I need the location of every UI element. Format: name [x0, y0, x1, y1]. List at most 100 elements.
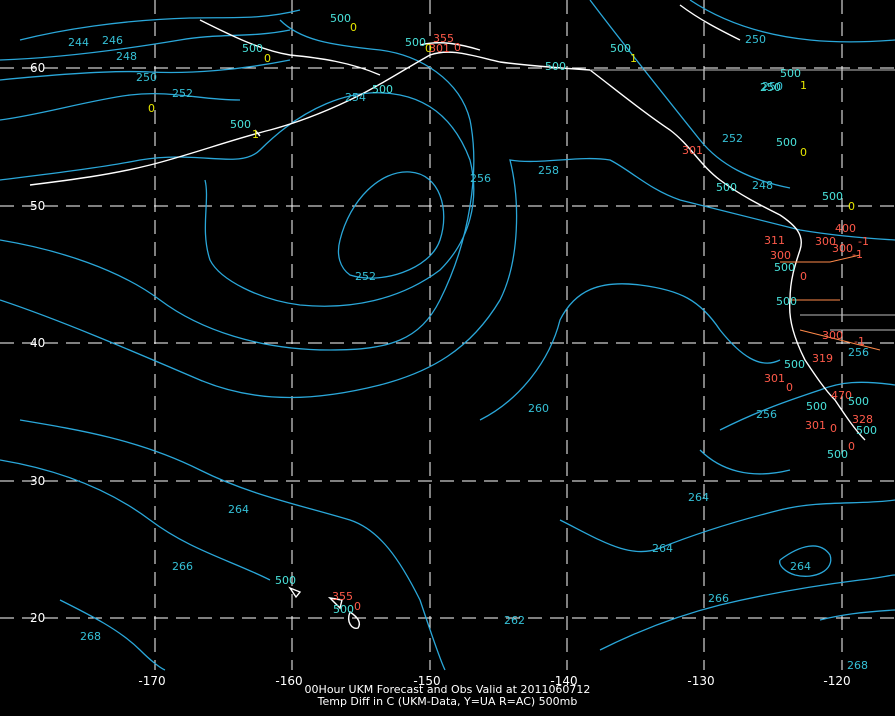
obs-label: 500	[716, 181, 737, 194]
obs-label: 0	[148, 102, 155, 115]
obs-label: 0	[264, 52, 271, 65]
obs-label: 0	[848, 440, 855, 453]
obs-label: 500	[806, 400, 827, 413]
contour-label: 252	[722, 132, 743, 145]
contour-label: 256	[848, 346, 869, 359]
obs-label: 500	[784, 358, 805, 371]
lon-tick-label: -140	[550, 674, 577, 688]
lat-tick-labels: 60 50 40 30 20	[30, 61, 45, 625]
lon-tick-label: -170	[138, 674, 165, 688]
obs-label: 500	[610, 42, 631, 55]
contour-label: 250	[136, 71, 157, 84]
obs-label: 500	[774, 261, 795, 274]
obs-label: -1	[858, 235, 869, 248]
obs-label: 500	[545, 60, 566, 73]
obs-label: 0	[454, 41, 461, 54]
obs-label: 500	[780, 67, 801, 80]
contour-label: 264	[790, 560, 811, 573]
contour-label: 248	[116, 50, 137, 63]
contour-label: 254	[345, 91, 366, 104]
obs-label: 301	[764, 372, 785, 385]
obs-label: 0	[848, 200, 855, 213]
obs-label: 0	[350, 21, 357, 34]
obs-label: 500	[330, 12, 351, 25]
obs-label: 500	[372, 83, 393, 96]
obs-label: 301	[429, 42, 450, 55]
obs-label: 319	[812, 352, 833, 365]
obs-label: 500	[333, 603, 354, 616]
contour-label: 268	[847, 659, 868, 672]
obs-label: 500	[848, 395, 869, 408]
contour-label: 250	[745, 33, 766, 46]
obs-label: 250	[760, 81, 781, 94]
contour-label: 266	[172, 560, 193, 573]
obs-label: 500	[827, 448, 848, 461]
obs-label: 1	[800, 79, 807, 92]
caption-line-1: 00Hour UKM Forecast and Obs Valid at 201…	[304, 683, 591, 696]
obs-label: 500	[275, 574, 296, 587]
lat-tick-label: 50	[30, 199, 45, 213]
obs-label: 0	[354, 600, 361, 613]
contour-label: 264	[228, 503, 249, 516]
obs-label: 1	[630, 52, 637, 65]
obs-label: 470	[831, 389, 852, 402]
contour-label: 264	[652, 542, 673, 555]
obs-label: 500	[776, 295, 797, 308]
lon-tick-label: -150	[413, 674, 440, 688]
obs-label: 301	[805, 419, 826, 432]
obs-label: 0	[800, 270, 807, 283]
lat-tick-label: 40	[30, 336, 45, 350]
obs-label: 301	[682, 144, 703, 157]
lon-tick-label: -120	[823, 674, 850, 688]
obs-label: 500	[230, 118, 251, 131]
contour-label: 252	[355, 270, 376, 283]
lon-tick-label: -130	[687, 674, 714, 688]
obs-label: 500	[822, 190, 843, 203]
obs-label: 500	[856, 424, 877, 437]
boundaries	[590, 69, 895, 331]
lat-tick-label: 30	[30, 474, 45, 488]
obs-label: -1	[854, 335, 865, 348]
contour-label: 244	[68, 36, 89, 49]
contour-label: 256	[470, 172, 491, 185]
contour-label: 258	[538, 164, 559, 177]
lat-tick-label: 60	[30, 61, 45, 75]
obs-label: 0	[830, 422, 837, 435]
graticule	[0, 0, 895, 670]
contour-label: 262	[504, 614, 525, 627]
coastlines	[29, 4, 866, 629]
obs-label: 1	[252, 128, 259, 141]
obs-label: 300	[822, 329, 843, 342]
lat-tick-label: 20	[30, 611, 45, 625]
obs-label: 0	[800, 146, 807, 159]
obs-label: 500	[405, 36, 426, 49]
contour-label: 264	[688, 491, 709, 504]
caption-line-2: Temp Diff in C (UKM-Data, Y=UA R=AC) 500…	[317, 695, 578, 708]
contour-label: 256	[756, 408, 777, 421]
lon-tick-labels: -170 -160 -150 -140 -130 -120	[138, 674, 850, 688]
contour-label: 250	[762, 80, 783, 93]
contour-label: 252	[172, 87, 193, 100]
contour-label: 260	[528, 402, 549, 415]
height-contours	[0, 0, 895, 671]
lon-tick-label: -160	[275, 674, 302, 688]
obs-label: 328	[852, 413, 873, 426]
obs-label: -1	[852, 248, 863, 261]
obs-label: 311	[764, 234, 785, 247]
contour-labels: 244 246 248 250 252 252 250 252 254 256 …	[68, 33, 869, 672]
contour-label: 266	[708, 592, 729, 605]
state-lines	[780, 254, 881, 351]
obs-label: 300	[770, 249, 791, 262]
obs-label: 400	[835, 222, 856, 235]
contour-label: 246	[102, 34, 123, 47]
obs-label: 300	[832, 242, 853, 255]
obs-label: 355	[433, 32, 454, 45]
obs-label: 0	[425, 42, 432, 55]
obs-label: 355	[332, 590, 353, 603]
contour-label: 268	[80, 630, 101, 643]
obs-label: 300	[815, 235, 836, 248]
obs-label: 500	[776, 136, 797, 149]
obs-label: 500	[242, 42, 263, 55]
